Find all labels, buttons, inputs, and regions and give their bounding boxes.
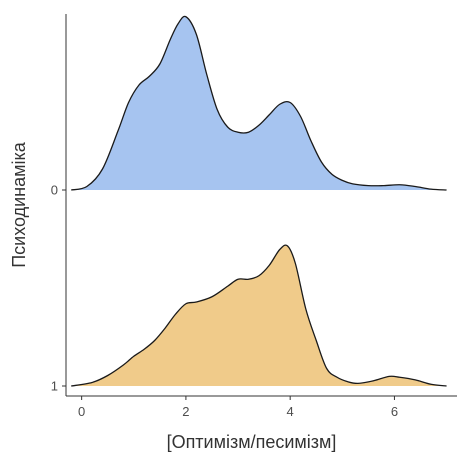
y-ticks-group: 01: [51, 183, 66, 394]
x-tick-label: 6: [391, 404, 398, 419]
ridge-outline-1: [71, 244, 447, 387]
x-tick-label: 4: [287, 404, 294, 419]
ridge-area-1: [71, 245, 447, 386]
y-tick-label: 1: [51, 379, 58, 394]
x-axis-title: [Оптимізм/песимізм]: [167, 432, 337, 452]
x-ticks-group: 0 2 4 6: [78, 396, 398, 419]
ridges-group: [71, 15, 447, 387]
y-axis-title: Психодинаміка: [9, 141, 29, 268]
x-tick-label: 2: [182, 404, 189, 419]
y-tick-label: 0: [51, 183, 58, 198]
ridge-outline-0: [71, 15, 447, 191]
x-tick-label: 0: [78, 404, 85, 419]
ridge-area-0: [71, 16, 447, 191]
